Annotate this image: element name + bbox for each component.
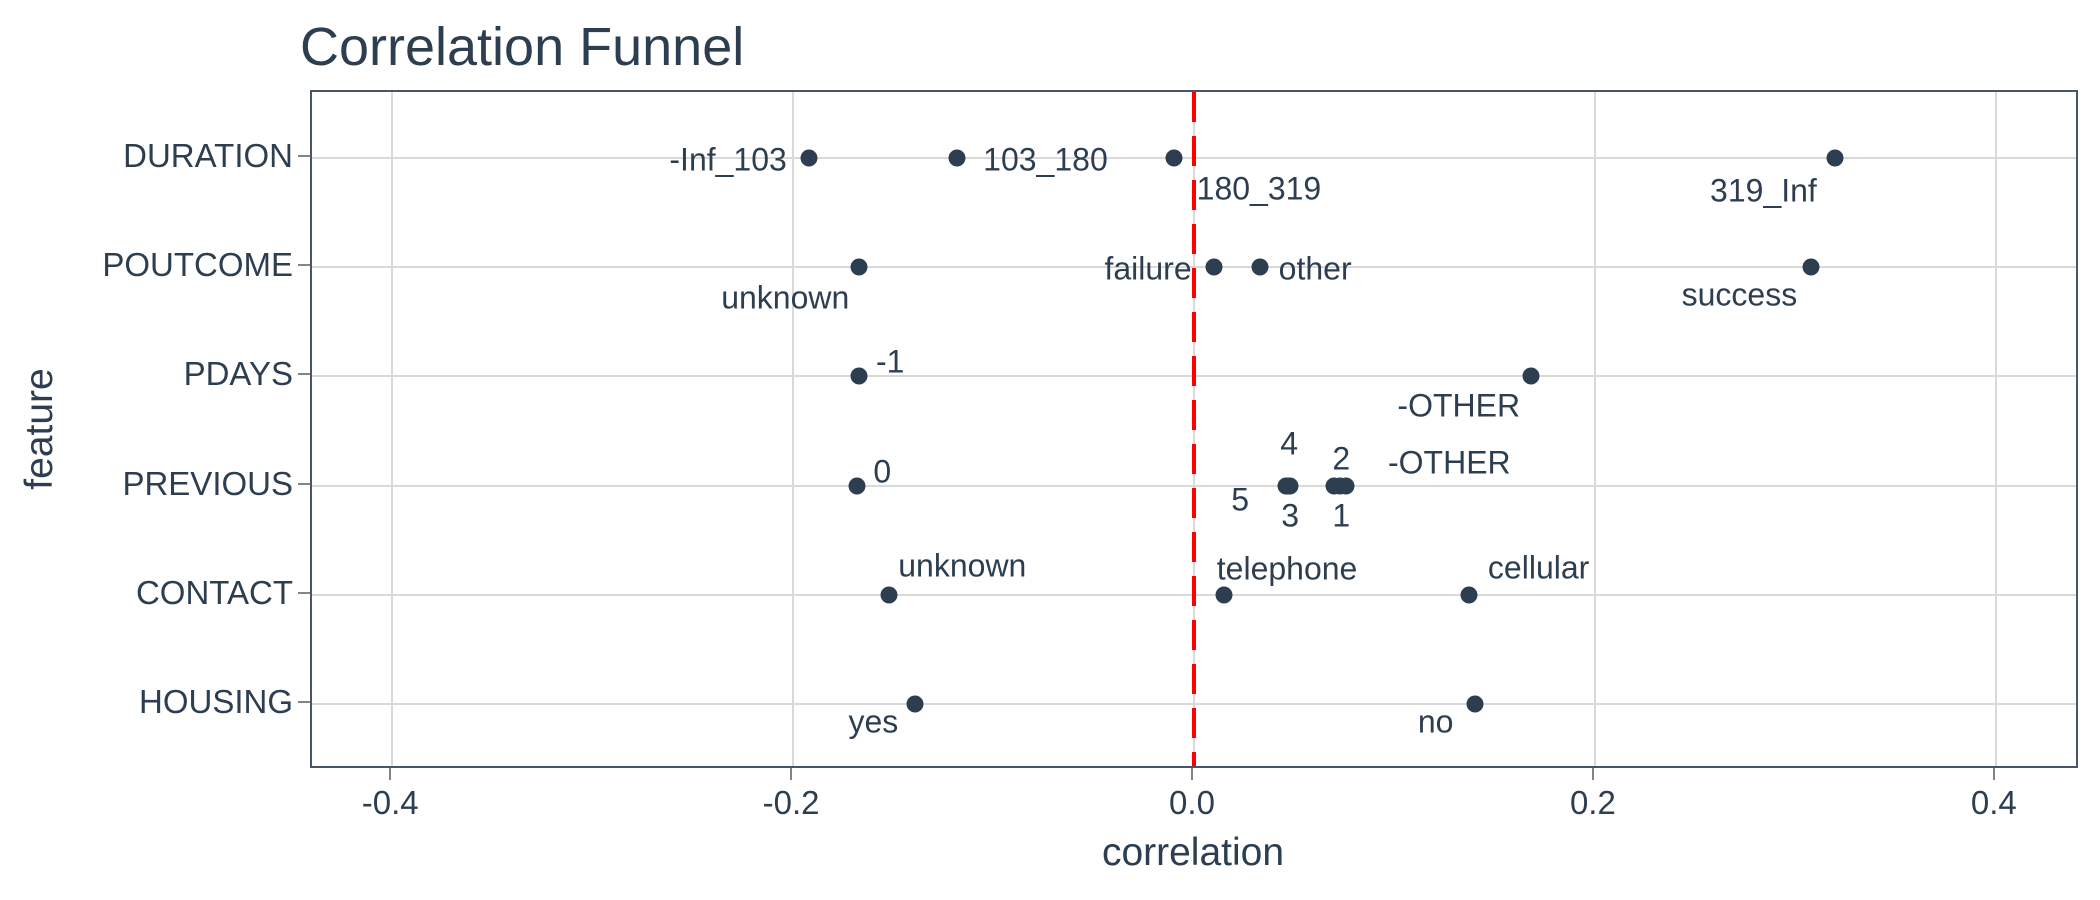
- gridline-x-tick: [1593, 92, 1596, 766]
- x-axis-tick: [790, 768, 793, 780]
- point-label-103_180: 103_180: [983, 141, 1108, 178]
- chart-title: Correlation Funnel: [300, 17, 745, 77]
- data-point-success: [1802, 258, 1820, 276]
- point-label-unknown: unknown: [721, 279, 850, 316]
- point-label-success: success: [1681, 276, 1798, 313]
- gridline-x-tick: [1994, 92, 1997, 766]
- point-label-319_inf: 319_Inf: [1710, 172, 1817, 209]
- x-axis-tick: [1992, 768, 1995, 780]
- point-label-failure: failure: [1104, 250, 1192, 287]
- data-point-unknown: [850, 258, 868, 276]
- data-point-103_180: [948, 149, 966, 167]
- y-axis-tick: [298, 373, 310, 376]
- y-tick-label-contact: CONTACT: [135, 574, 293, 612]
- x-axis-tick: [1591, 768, 1594, 780]
- gridline-x-tick: [391, 92, 394, 766]
- zero-reference-line: [1191, 92, 1196, 766]
- y-axis-title: feature: [18, 368, 61, 490]
- point-label-unknown: unknown: [898, 547, 1027, 584]
- data-point-0: [848, 477, 866, 495]
- data-point-other: [1251, 258, 1269, 276]
- x-tick-label: 0.4: [1970, 784, 2017, 821]
- point-label-no: no: [1417, 703, 1454, 740]
- gridline-x-tick: [792, 92, 795, 766]
- y-axis-tick: [298, 263, 310, 266]
- data-point-no: [1466, 695, 1484, 713]
- y-tick-label-duration: DURATION: [123, 136, 293, 174]
- point-label-other: other: [1278, 250, 1352, 287]
- point-label--other: -OTHER: [1397, 387, 1521, 424]
- y-axis-tick: [298, 154, 310, 157]
- data-point--1: [850, 367, 868, 385]
- data-point-unknown: [880, 586, 898, 604]
- point-label-0: 0: [873, 453, 892, 490]
- point-label--inf_103: -Inf_103: [669, 141, 787, 178]
- data-point-yes: [906, 695, 924, 713]
- data-point-cellular: [1460, 586, 1478, 604]
- data-point--inf_103: [800, 149, 818, 167]
- point-label-2: 2: [1332, 440, 1351, 477]
- y-axis-tick: [298, 592, 310, 595]
- data-point--other: [1522, 367, 1540, 385]
- point-label-180_319: 180_319: [1196, 170, 1322, 207]
- data-point--other: [1331, 477, 1349, 495]
- x-tick-label: 0.0: [1169, 784, 1215, 821]
- point-label-5: 5: [1231, 481, 1250, 518]
- y-tick-label-previous: PREVIOUS: [122, 464, 293, 502]
- point-label-3: 3: [1281, 497, 1300, 534]
- data-point-180_319: [1165, 149, 1183, 167]
- y-tick-label-housing: HOUSING: [138, 683, 293, 721]
- point-label-4: 4: [1280, 425, 1299, 462]
- data-point-3: [1281, 477, 1299, 495]
- x-axis-title: correlation: [1101, 831, 1285, 874]
- point-label--other: -OTHER: [1387, 444, 1511, 481]
- y-tick-label-poutcome: POUTCOME: [102, 245, 293, 283]
- y-axis-tick: [298, 482, 310, 485]
- y-axis-tick: [298, 701, 310, 704]
- y-tick-label-pdays: PDAYS: [183, 355, 293, 393]
- x-tick-label: -0.2: [762, 784, 820, 821]
- x-tick-label: 0.2: [1569, 784, 1616, 821]
- point-label-1: 1: [1332, 497, 1351, 534]
- point-label-yes: yes: [848, 703, 899, 740]
- point-label-cellular: cellular: [1487, 549, 1590, 586]
- x-axis-tick: [1190, 768, 1193, 780]
- data-point-telephone: [1215, 586, 1233, 604]
- data-point-319_inf: [1826, 149, 1844, 167]
- x-axis-tick: [389, 768, 392, 780]
- data-point-failure: [1205, 258, 1223, 276]
- point-label-telephone: telephone: [1216, 550, 1358, 587]
- x-tick-label: -0.4: [361, 784, 419, 821]
- point-label--1: -1: [876, 343, 905, 380]
